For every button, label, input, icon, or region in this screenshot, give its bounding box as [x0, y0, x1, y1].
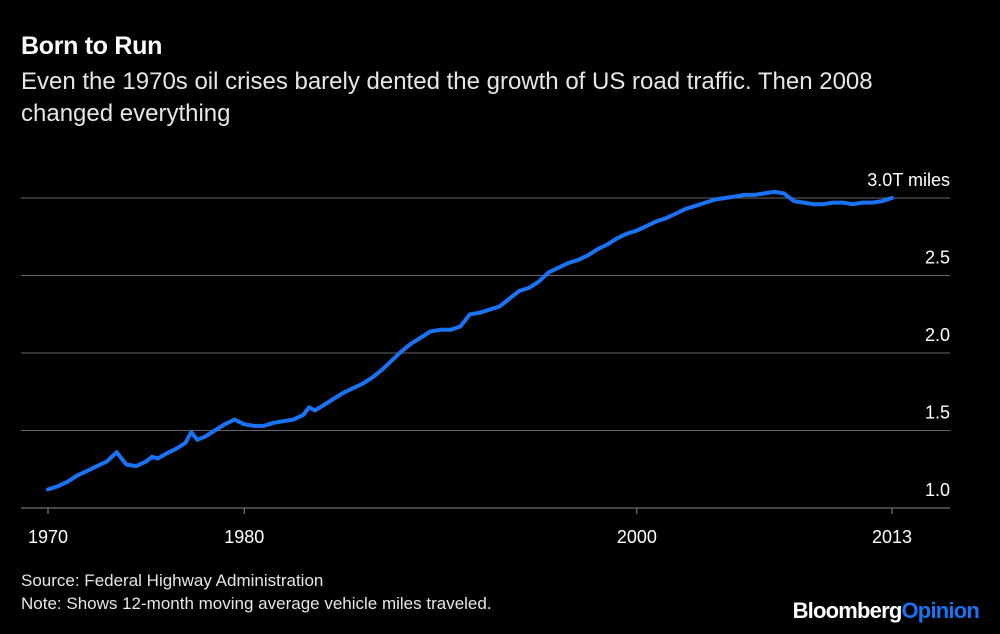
chart-footer: Source: Federal Highway Administration N…	[21, 569, 492, 615]
source-note: Source: Federal Highway Administration	[21, 571, 324, 590]
series-line-vehicle-miles	[46, 189, 894, 492]
y-tick-label: 2.0	[925, 325, 950, 345]
x-tick-label: 2013	[872, 527, 912, 547]
x-tick-label: 2000	[617, 527, 657, 547]
y-tick-label: 2.5	[925, 248, 950, 268]
methodology-note: Note: Shows 12-month moving average vehi…	[21, 594, 492, 613]
y-tick-label: 1.5	[925, 403, 950, 423]
brand-suffix: Opinion	[901, 598, 980, 623]
x-tick-label: 1970	[28, 527, 68, 547]
y-tick-label: 1.0	[925, 480, 950, 500]
brand-name: Bloomberg	[792, 598, 903, 623]
chart-title: Born to Run	[21, 32, 163, 60]
chart-subtitle: Even the 1970s oil crises barely dented …	[21, 68, 873, 127]
y-tick-label: 3.0T miles	[867, 170, 950, 190]
bloomberg-opinion-logo: BloombergOpinion	[792, 598, 980, 624]
x-tick-label: 1980	[224, 527, 264, 547]
